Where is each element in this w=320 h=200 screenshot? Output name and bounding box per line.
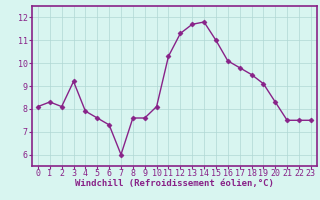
X-axis label: Windchill (Refroidissement éolien,°C): Windchill (Refroidissement éolien,°C)	[75, 179, 274, 188]
